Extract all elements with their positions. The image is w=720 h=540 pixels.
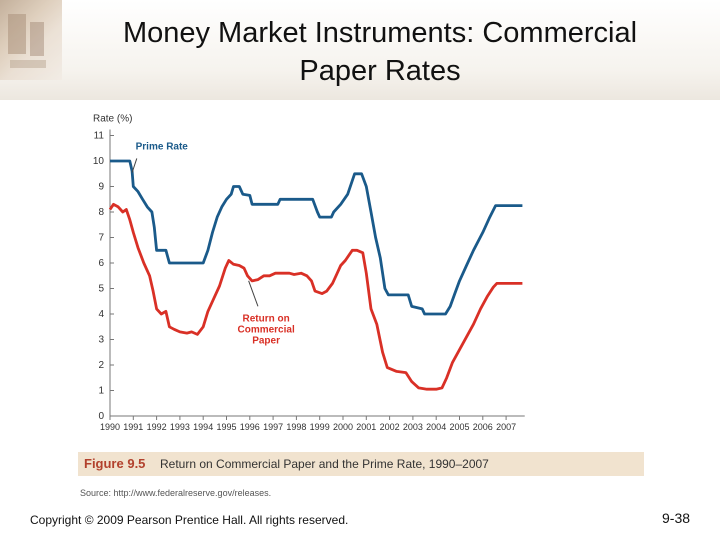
- figure-caption: Return on Commercial Paper and the Prime…: [160, 457, 489, 471]
- x-tick-label: 1992: [147, 422, 167, 432]
- y-tick-label: 10: [93, 156, 105, 167]
- commercial-paper-leader-line: [248, 280, 259, 307]
- y-tick-label: 4: [98, 309, 104, 320]
- logo-graphic: [8, 14, 26, 54]
- prime-rate-leader-line: [131, 158, 138, 173]
- x-tick-label: 2003: [403, 422, 423, 432]
- y-tick-label: 1: [98, 386, 104, 397]
- y-tick-label: 5: [98, 284, 104, 295]
- commercial-paper-annotation: Commercial: [237, 325, 294, 336]
- x-tick-label: 1995: [216, 422, 236, 432]
- x-tick-label: 1990: [100, 422, 120, 432]
- x-tick-label: 2001: [356, 422, 376, 432]
- series-line-prime-rate: [110, 159, 523, 316]
- y-tick-label: 2: [98, 360, 104, 371]
- x-tick-label: 2004: [426, 422, 446, 432]
- prime-rate-annotation: Prime Rate: [136, 142, 189, 153]
- x-tick-label: 1993: [170, 422, 190, 432]
- x-tick-label: 1998: [286, 422, 306, 432]
- y-tick-label: 7: [98, 233, 104, 244]
- y-axis-label: Rate (%): [93, 114, 132, 125]
- slide-title-line-1: Money Market Instruments: Commercial: [122, 17, 638, 49]
- x-tick-label: 1997: [263, 422, 283, 432]
- x-tick-label: 2007: [496, 422, 516, 432]
- y-tick-label: 0: [98, 411, 104, 422]
- title-band: [0, 0, 720, 100]
- slide-title-line-2: Paper Rates: [299, 55, 461, 87]
- x-tick-label: 1991: [123, 422, 143, 432]
- page-number: 9-38: [662, 510, 691, 526]
- y-tick-label: 6: [98, 258, 104, 269]
- logo-graphic: [30, 22, 44, 56]
- x-tick-label: 2005: [449, 422, 469, 432]
- commercial-paper-annotation: Return on: [243, 314, 290, 325]
- publisher-logo: [0, 0, 62, 80]
- y-tick-label: 9: [98, 182, 104, 193]
- x-tick-label: 2000: [333, 422, 353, 432]
- y-tick-label: 8: [98, 207, 104, 218]
- y-tick-label: 11: [94, 131, 105, 142]
- logo-graphic: [10, 60, 46, 68]
- series-line-commercial-paper: [108, 202, 523, 391]
- y-tick-label: 3: [98, 335, 104, 346]
- slide-title: Money Market Instruments: Commercial Pap…: [60, 14, 700, 90]
- x-tick-label: 2006: [473, 422, 493, 432]
- commercial-paper-annotation: Paper: [252, 336, 280, 347]
- figure-source: Source: http://www.federalreserve.gov/re…: [80, 488, 272, 498]
- copyright-notice: Copyright © 2009 Pearson Prentice Hall. …: [30, 513, 349, 527]
- x-tick-label: 1999: [310, 422, 330, 432]
- figure-caption-bar: [78, 452, 644, 476]
- x-tick-label: 2002: [380, 422, 400, 432]
- x-tick-label: 1996: [240, 422, 260, 432]
- figure-label: Figure 9.5: [84, 456, 146, 471]
- x-tick-label: 1994: [193, 422, 213, 432]
